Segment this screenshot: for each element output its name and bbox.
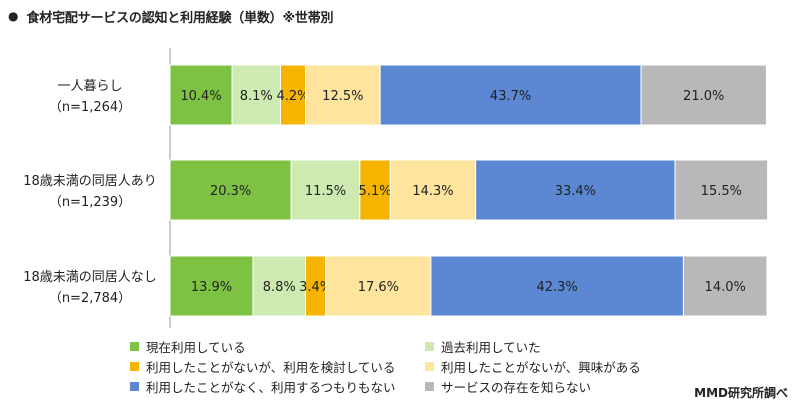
data-label-current: 13.9% xyxy=(191,280,232,295)
legend-swatch xyxy=(130,382,139,391)
category-sublabel: （n=1,264） xyxy=(49,100,131,115)
legend-item-unknown: サービスの存在を知らない xyxy=(425,377,591,396)
legend-swatch xyxy=(130,342,139,351)
bar-segment-no_plan xyxy=(379,64,642,126)
data-label-no_plan: 33.4% xyxy=(555,184,596,199)
bar-segment-considering xyxy=(279,64,307,126)
legend-item-interested: 利用したことがないが、興味がある xyxy=(425,357,641,376)
data-label-past: 8.8% xyxy=(263,280,296,295)
bar-segment-past xyxy=(252,255,307,317)
data-label-interested: 14.3% xyxy=(412,184,453,199)
bar-segment-no_plan xyxy=(475,159,676,221)
chart-title-row: ● 食材宅配サービスの認知と利用経験（単数）※世帯別 xyxy=(8,6,334,26)
legend-swatch xyxy=(425,382,434,391)
data-label-interested: 17.6% xyxy=(358,280,399,295)
data-label-interested: 12.5% xyxy=(322,89,363,104)
bar-segment-unknown xyxy=(640,64,767,126)
category-label: 一人暮らし xyxy=(57,79,122,94)
data-label-past: 8.1% xyxy=(240,89,273,104)
data-label-considering: 4.2% xyxy=(276,89,309,104)
legend-label: 現在利用している xyxy=(146,340,246,355)
data-label-considering: 5.1% xyxy=(359,184,392,199)
legend-label: 利用したことがなく、利用するつもりもない xyxy=(146,380,396,395)
data-label-current: 10.4% xyxy=(180,89,221,104)
bar-segment-interested xyxy=(305,64,381,126)
category-sublabel: （n=1,239） xyxy=(49,195,131,210)
legend-label: 過去利用していた xyxy=(441,340,541,355)
category-label: 18歳未満の同居人あり xyxy=(23,174,157,189)
data-label-current: 20.3% xyxy=(210,184,251,199)
legend-item-past: 過去利用していた xyxy=(425,337,541,356)
bar-segment-past xyxy=(290,159,361,221)
legend-swatch xyxy=(130,362,139,371)
bar-segment-current xyxy=(169,255,254,317)
bar-segment-past xyxy=(231,64,281,126)
bar-segment-current xyxy=(169,64,233,126)
bar-segment-unknown xyxy=(682,255,768,317)
data-label-unknown: 21.0% xyxy=(683,89,724,104)
data-label-considering: 3.4% xyxy=(299,280,332,295)
data-label-unknown: 15.5% xyxy=(701,184,742,199)
legend-swatch xyxy=(425,342,434,351)
legend-label: サービスの存在を知らない xyxy=(441,380,592,395)
category-label: 18歳未満の同居人なし xyxy=(23,270,157,285)
bar-segment-interested xyxy=(389,159,477,221)
data-label-unknown: 14.0% xyxy=(705,280,746,295)
bar-segment-interested xyxy=(325,255,432,317)
category-sublabel: （n=2,784） xyxy=(49,291,131,306)
chart-title: 食材宅配サービスの認知と利用経験（単数）※世帯別 xyxy=(26,10,334,26)
data-label-no_plan: 43.7% xyxy=(490,89,531,104)
legend-item-current: 現在利用している xyxy=(130,337,246,356)
legend-item-no_plan: 利用したことがなく、利用するつもりもない xyxy=(130,377,396,396)
bar-segment-unknown xyxy=(674,159,769,221)
bar-segment-no_plan xyxy=(430,255,684,317)
legend-label: 利用したことがないが、興味がある xyxy=(441,360,641,375)
legend-label: 利用したことがないが、利用を検討している xyxy=(146,360,396,375)
data-label-no_plan: 42.3% xyxy=(536,280,577,295)
legend-swatch xyxy=(425,362,434,371)
bar-segment-current xyxy=(169,159,292,221)
data-label-past: 11.5% xyxy=(305,184,346,199)
source-credit: MMD研究所調べ xyxy=(694,386,788,400)
bar-segment-considering xyxy=(359,159,391,221)
title-bullet: ● xyxy=(8,9,19,23)
legend-item-considering: 利用したことがないが、利用を検討している xyxy=(130,357,395,376)
